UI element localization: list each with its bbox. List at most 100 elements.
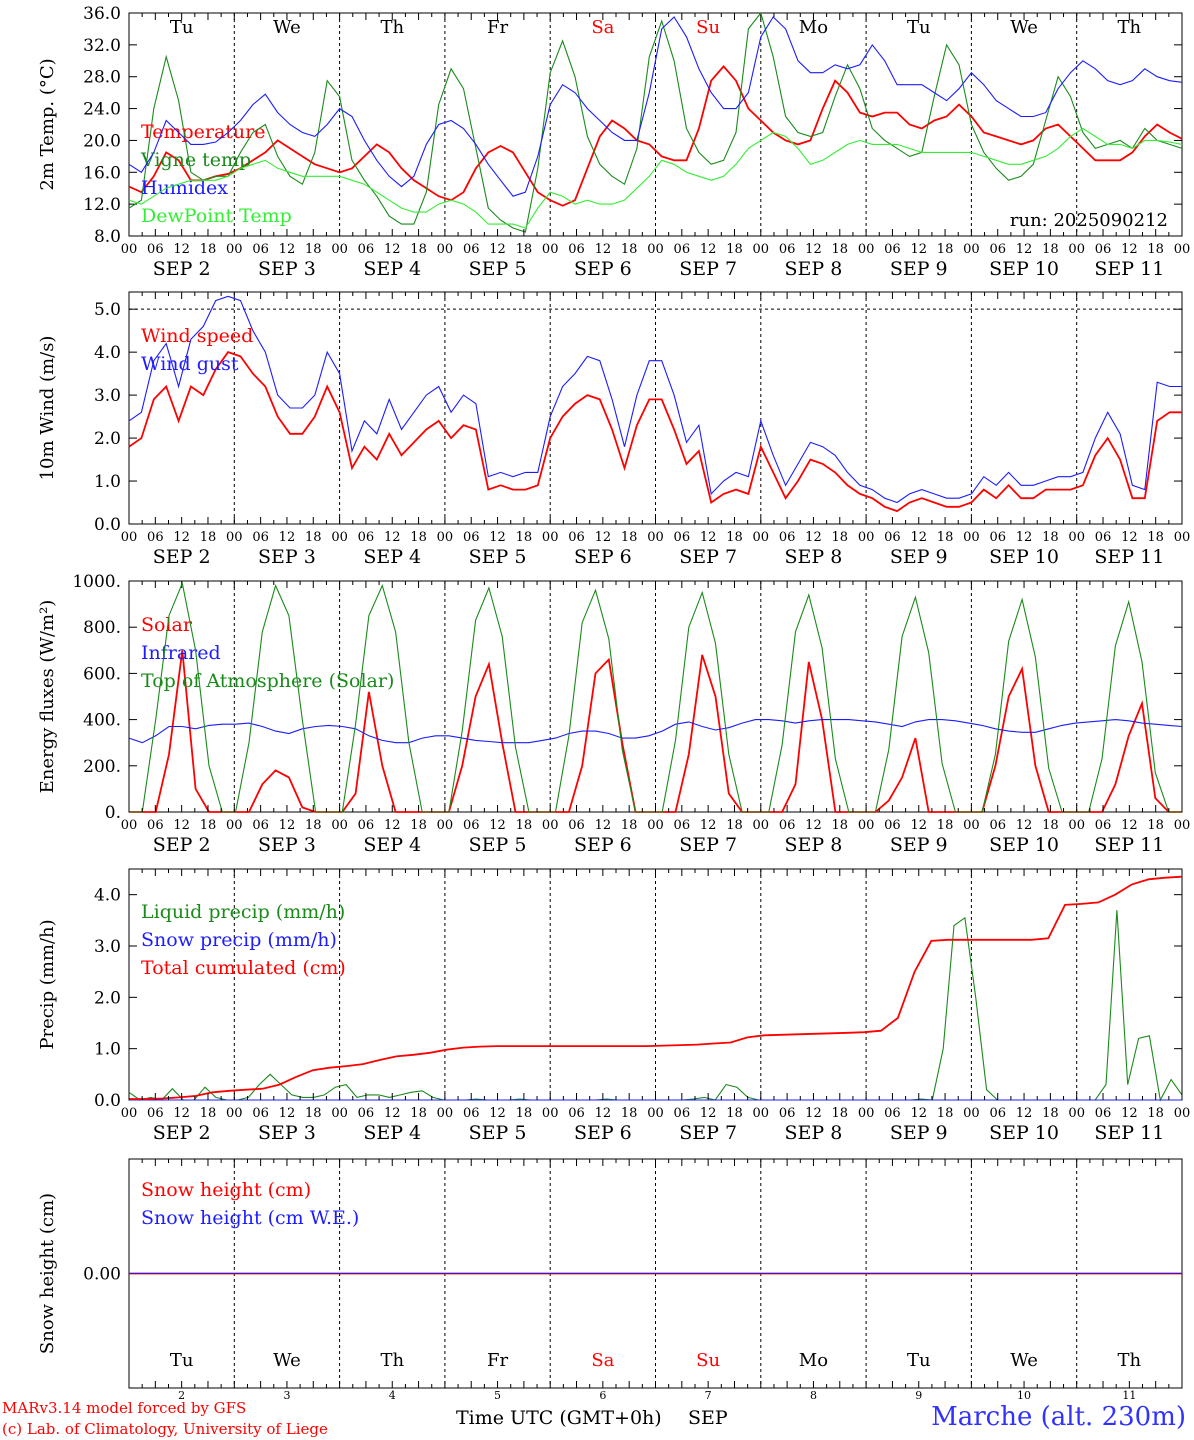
x-hour-label: 18 <box>1042 1106 1059 1121</box>
x-hour-label: 00 <box>121 818 138 833</box>
x-date-label: SEP 7 <box>679 834 737 856</box>
x-hour-label: 18 <box>621 530 638 545</box>
x-hour-label: 18 <box>1147 818 1164 833</box>
weekday-label: We <box>273 17 301 38</box>
x-hour-label: 18 <box>726 242 743 257</box>
x-day-number: 11 <box>1122 1389 1136 1402</box>
y-axis-label: Snow height (cm) <box>37 1193 58 1354</box>
x-hour-label: 12 <box>279 1106 296 1121</box>
x-hour-label: 06 <box>884 530 901 545</box>
y-tick-label: 2.0 <box>94 429 121 449</box>
weekday-label: Fr <box>487 17 508 38</box>
y-axis-label: Precip (mm/h) <box>37 919 58 1049</box>
x-hour-label: 00 <box>963 1106 980 1121</box>
x-hour-label: 12 <box>595 242 612 257</box>
legend-entry: Snow precip (mm/h) <box>141 929 337 951</box>
y-tick-label: 24.0 <box>83 100 121 120</box>
x-date-label: SEP 2 <box>153 834 211 856</box>
x-date-label: SEP 2 <box>153 546 211 568</box>
x-hour-label: 06 <box>1095 818 1112 833</box>
x-hour-label: 12 <box>700 530 717 545</box>
x-hour-label: 12 <box>910 530 927 545</box>
x-hour-label: 06 <box>252 818 269 833</box>
y-tick-label: 0.0 <box>94 1091 121 1111</box>
x-date-label: SEP 8 <box>785 546 843 568</box>
x-hour-label: 18 <box>1042 242 1059 257</box>
series-line-precip-2 <box>129 875 1183 1100</box>
x-hour-label: 00 <box>121 1106 138 1121</box>
x-hour-label: 12 <box>173 242 190 257</box>
panel-energy: 0. 200. 400. 600. 800. 1000. Energy fluxes (W/… <box>37 572 1190 856</box>
x-hour-label: 06 <box>779 818 796 833</box>
x-date-label: SEP 7 <box>679 546 737 568</box>
x-hour-label: 18 <box>200 530 217 545</box>
x-hour-label: 18 <box>832 818 849 833</box>
x-hour-label: 00 <box>647 818 664 833</box>
panel-precip: 0.0 1.0 2.0 3.0 4.0 Precip (mm/h) Liquid preci… <box>37 868 1191 1144</box>
x-hour-label: 12 <box>805 530 822 545</box>
x-date-label: SEP 2 <box>153 1122 211 1144</box>
x-hour-label: 00 <box>1174 530 1191 545</box>
x-date-label: SEP 7 <box>679 1122 737 1144</box>
y-tick-label: 800. <box>83 618 121 638</box>
x-day-number: 10 <box>1017 1389 1031 1402</box>
x-hour-label: 06 <box>674 530 691 545</box>
weekday-label: Mo <box>799 17 828 38</box>
x-hour-label: 12 <box>384 1106 401 1121</box>
x-hour-label: 06 <box>463 1106 480 1121</box>
x-hour-label: 18 <box>305 242 322 257</box>
x-hour-label: 00 <box>753 818 770 833</box>
x-hour-label: 12 <box>489 1106 506 1121</box>
y-tick-label: 3.0 <box>94 937 121 957</box>
x-hour-label: 00 <box>437 530 454 545</box>
x-hour-label: 00 <box>1174 1106 1191 1121</box>
credit-model: MARv3.14 model forced by GFS <box>2 1399 247 1417</box>
x-day-number: 6 <box>599 1389 606 1402</box>
x-hour-label: 12 <box>805 242 822 257</box>
x-hour-label: 06 <box>884 1106 901 1121</box>
x-hour-label: 12 <box>489 530 506 545</box>
x-hour-label: 06 <box>147 242 164 257</box>
x-hour-label: 12 <box>700 1106 717 1121</box>
x-hour-label: 00 <box>542 1106 559 1121</box>
x-date-label: SEP 11 <box>1094 834 1164 856</box>
x-date-label: SEP 2 <box>153 258 211 280</box>
x-date-label: SEP 8 <box>785 834 843 856</box>
x-hour-label: 18 <box>200 818 217 833</box>
x-hour-label: 06 <box>884 818 901 833</box>
x-hour-label: 06 <box>989 1106 1006 1121</box>
x-hour-label: 00 <box>226 1106 243 1121</box>
x-hour-label: 18 <box>1147 242 1164 257</box>
x-hour-label: 00 <box>963 530 980 545</box>
weekday-label: We <box>1010 17 1038 38</box>
weekday-label: Tu <box>907 1350 931 1371</box>
legend-entry: Top of Atmosphere (Solar) <box>141 670 394 692</box>
y-axis-label: 2m Temp. (°C) <box>37 58 58 190</box>
legend-entry: Wind gust <box>141 353 239 375</box>
x-hour-label: 12 <box>173 818 190 833</box>
weekday-label: Fr <box>487 1350 508 1371</box>
weekday-label: Tu <box>907 17 931 38</box>
x-axis-title: Time UTC (GMT+0h) <box>456 1407 662 1429</box>
y-tick-label: 200. <box>83 757 121 777</box>
x-date-label: SEP 3 <box>258 834 316 856</box>
x-hour-label: 18 <box>937 818 954 833</box>
x-hour-label: 18 <box>832 1106 849 1121</box>
x-hour-label: 06 <box>463 818 480 833</box>
x-hour-label: 00 <box>1068 242 1085 257</box>
run-label: run: 2025090212 <box>1010 210 1168 231</box>
x-hour-label: 00 <box>753 242 770 257</box>
x-hour-label: 06 <box>252 530 269 545</box>
x-date-label: SEP 11 <box>1094 258 1164 280</box>
x-date-label: SEP 10 <box>989 546 1059 568</box>
legend-entry: Solar <box>141 614 193 636</box>
x-hour-label: 12 <box>910 1106 927 1121</box>
x-hour-label: 00 <box>331 242 348 257</box>
y-tick-label: 16.0 <box>83 163 121 183</box>
x-date-label: SEP 5 <box>469 1122 527 1144</box>
weekday-label: Tu <box>170 17 194 38</box>
x-hour-label: 18 <box>621 242 638 257</box>
x-hour-label: 12 <box>1016 530 1033 545</box>
x-date-label: SEP 6 <box>574 258 632 280</box>
